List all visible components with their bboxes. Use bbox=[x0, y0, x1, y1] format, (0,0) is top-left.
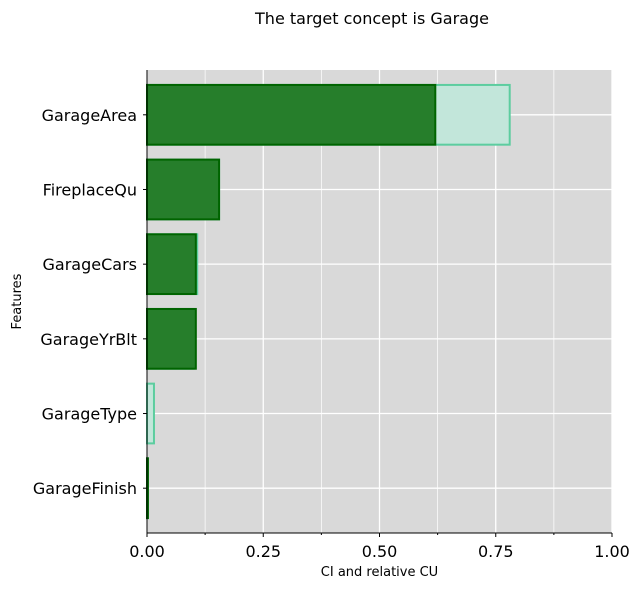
x-axis-label: CI and relative CU bbox=[321, 565, 438, 580]
y-tick-label: GarageType bbox=[42, 405, 137, 424]
x-tick-label: 0.75 bbox=[478, 542, 514, 561]
y-tick-label: GarageYrBlt bbox=[40, 330, 137, 349]
y-tick-label: FireplaceQu bbox=[43, 180, 137, 199]
ci-bar-garagetype bbox=[146, 382, 155, 445]
series-cu-bars bbox=[146, 83, 437, 520]
chart-title: The target concept is Garage bbox=[254, 9, 489, 28]
y-tick-label: GarageFinish bbox=[33, 479, 137, 498]
cu-bar-garagecars bbox=[146, 233, 197, 296]
cu-bar-garagearea bbox=[146, 83, 437, 146]
y-tick-labels: GarageArea FireplaceQu GarageCars GarageYrB… bbox=[33, 106, 147, 498]
y-tick-label: GarageArea bbox=[42, 106, 137, 125]
y-tick-label: GarageCars bbox=[43, 255, 137, 274]
cu-bar-garageyrblt bbox=[146, 307, 197, 370]
x-tick-label: 1.00 bbox=[594, 542, 630, 561]
cu-bar-fireplacequ bbox=[146, 158, 221, 221]
x-tick-label: 0.25 bbox=[245, 542, 281, 561]
x-tick-label: 0.50 bbox=[362, 542, 398, 561]
x-tick-labels: 0.00 0.25 0.50 0.75 1.00 bbox=[129, 533, 630, 561]
x-tick-label: 0.00 bbox=[129, 542, 165, 561]
y-axis-label: Features bbox=[10, 273, 25, 329]
